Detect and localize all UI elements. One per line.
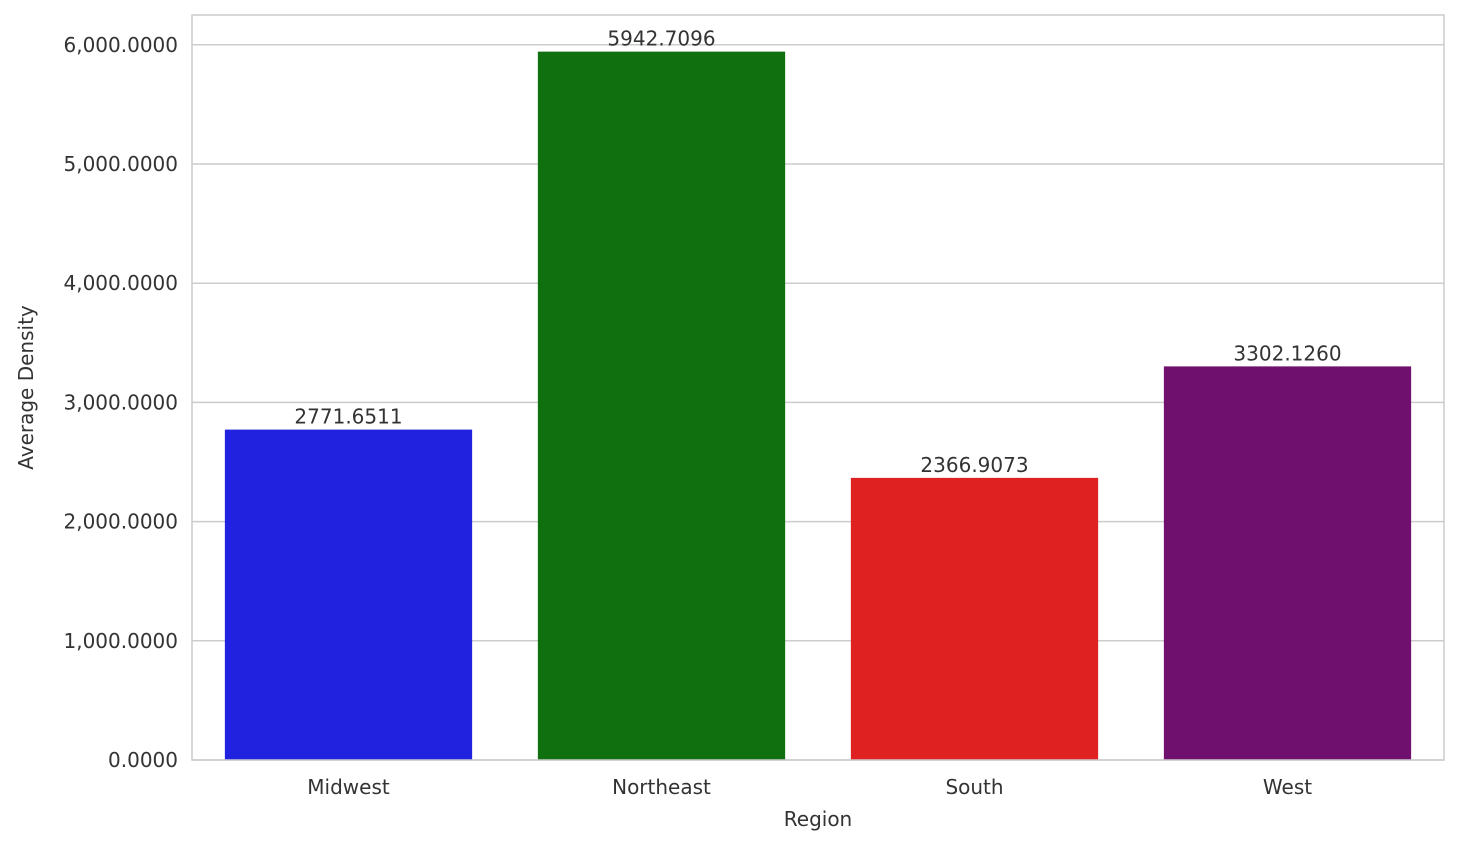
y-tick-label: 5,000.0000 <box>63 152 178 176</box>
y-tick-label: 1,000.0000 <box>63 629 178 653</box>
x-tick-label: Midwest <box>307 775 390 799</box>
bar-value-label: 2366.9073 <box>920 453 1028 477</box>
y-axis-title: Average Density <box>14 305 38 470</box>
bar-midwest <box>224 429 473 760</box>
y-tick-label: 2,000.0000 <box>63 510 178 534</box>
bars <box>224 51 1412 760</box>
x-tick-label: South <box>945 775 1003 799</box>
plot-frame <box>191 14 1445 761</box>
x-axis-title: Region <box>784 807 852 831</box>
x-tick-label: West <box>1263 775 1312 799</box>
bar-value-label: 5942.7096 <box>607 27 715 51</box>
bar-west <box>1163 366 1412 760</box>
bar-south <box>850 477 1099 760</box>
x-axis-ticks: Midwest Northeast South West <box>307 775 1312 799</box>
y-axis-ticks: 0.0000 1,000.0000 2,000.0000 3,000.0000 4,00… <box>63 33 178 772</box>
bar-northeast <box>537 51 786 760</box>
bar-value-label: 2771.6511 <box>294 405 402 429</box>
bar-value-labels: 2771.6511 5942.7096 2366.9073 3302.1260 <box>294 27 1341 477</box>
y-tick-label: 3,000.0000 <box>63 390 178 414</box>
x-tick-label: Northeast <box>612 775 711 799</box>
y-tick-label: 4,000.0000 <box>63 271 178 295</box>
y-tick-label: 0.0000 <box>108 748 178 772</box>
y-tick-label: 6,000.0000 <box>63 33 178 57</box>
bar-value-label: 3302.1260 <box>1233 341 1341 365</box>
